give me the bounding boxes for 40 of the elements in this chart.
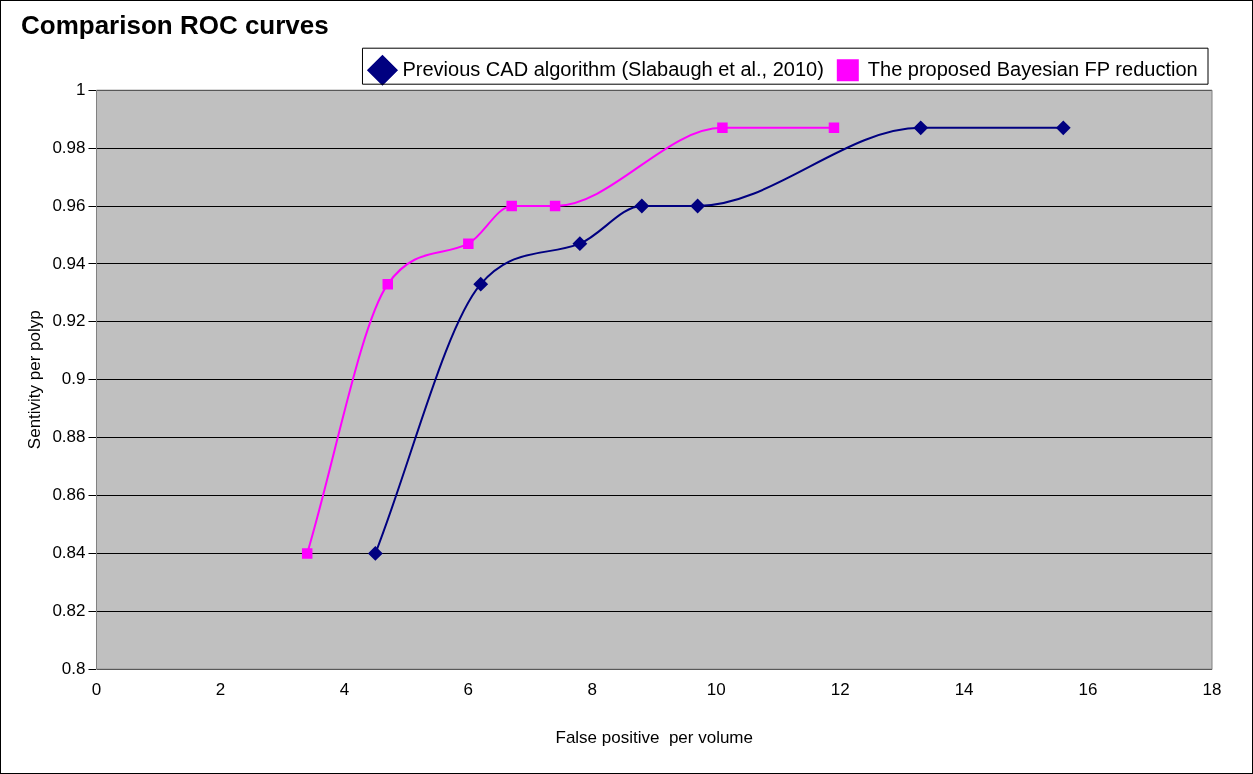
point: [368, 546, 383, 561]
y-tick-label: 0.84: [52, 543, 86, 563]
point: [473, 277, 488, 292]
x-tick-label: 12: [830, 680, 850, 700]
y-tick-label: 0.92: [52, 311, 86, 331]
x-tick-label: 0: [91, 680, 102, 700]
point: [913, 120, 928, 135]
legend-label: The proposed Bayesian FP reduction: [867, 57, 1198, 80]
point: [572, 236, 587, 251]
x-tick-label: 18: [1202, 680, 1222, 700]
y-tick-label: 0.82: [52, 600, 86, 620]
y-tick-label: 0.96: [52, 195, 86, 215]
y-tick-label: 1: [76, 79, 86, 99]
point: [828, 122, 840, 134]
chart-title: Comparison ROC curves: [21, 9, 329, 40]
y-tick-label: 0.86: [52, 485, 86, 505]
point: [634, 199, 649, 213]
y-tick-label: 0.9: [61, 369, 86, 389]
y-tick-label: 0.88: [52, 427, 86, 447]
x-tick-label: 14: [954, 680, 974, 700]
y-tick-label: 0.8: [61, 658, 86, 678]
legend-label: Previous CAD algorithm (Slabaugh et al., 2010): [402, 57, 824, 80]
point: [506, 200, 517, 212]
point: [382, 278, 393, 290]
point: [549, 200, 561, 212]
point: [301, 548, 313, 559]
x-tick-label: 6: [463, 680, 474, 700]
x-tick-label: 16: [1078, 680, 1098, 700]
y-tick-label: 0.98: [52, 137, 86, 157]
point: [1056, 120, 1071, 135]
x-tick-label: 2: [215, 680, 226, 700]
y-tick-label: 0.94: [52, 253, 86, 273]
x-tick-label: 8: [587, 680, 597, 700]
point: [717, 122, 728, 134]
y-axis-title: Sentivity per polyp: [24, 310, 44, 450]
x-axis-title: False positive per volume: [555, 728, 753, 748]
x-tick-label: 10: [706, 680, 726, 700]
point: [690, 199, 705, 213]
point: [463, 238, 474, 249]
x-tick-label: 4: [339, 680, 350, 700]
